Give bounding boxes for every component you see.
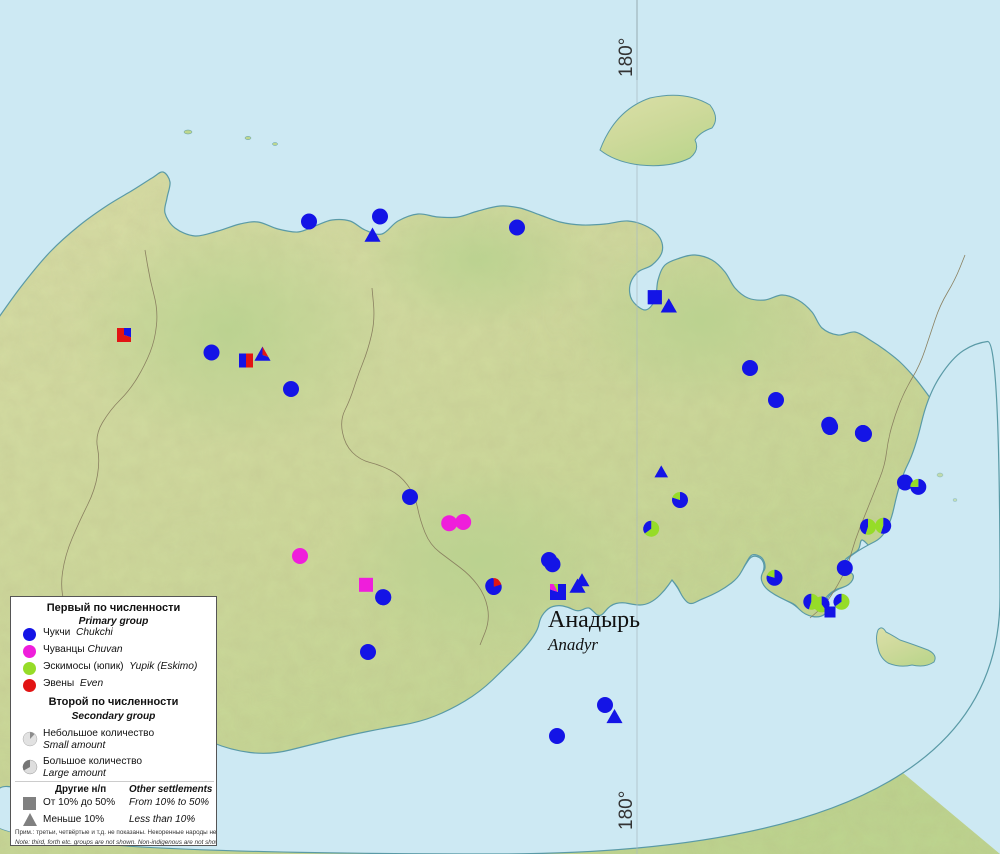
svg-text:180°: 180° xyxy=(616,791,637,830)
svg-text:Анадырь: Анадырь xyxy=(548,607,640,633)
svg-text:Anadyr: Anadyr xyxy=(547,635,598,654)
svg-text:180°: 180° xyxy=(616,38,637,77)
